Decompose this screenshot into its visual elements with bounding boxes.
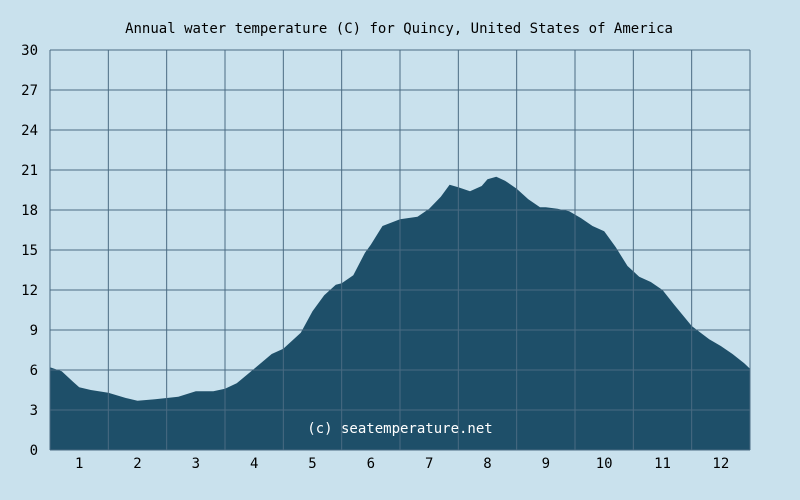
y-tick-label: 18 xyxy=(21,203,38,219)
y-tick-label: 9 xyxy=(30,323,38,339)
x-tick-label: 12 xyxy=(712,456,729,472)
y-tick-label: 12 xyxy=(21,283,38,299)
y-tick-label: 3 xyxy=(30,403,38,419)
y-tick-label: 30 xyxy=(21,43,38,59)
x-tick-label: 6 xyxy=(367,456,375,472)
x-tick-label: 11 xyxy=(654,456,671,472)
x-tick-label: 3 xyxy=(192,456,200,472)
chart-title: Annual water temperature (C) for Quincy,… xyxy=(125,21,673,37)
y-tick-label: 15 xyxy=(21,243,38,259)
x-tick-label: 8 xyxy=(483,456,491,472)
y-tick-label: 27 xyxy=(21,83,38,99)
x-tick-label: 7 xyxy=(425,456,433,472)
y-tick-label: 0 xyxy=(30,443,38,459)
x-tick-label: 1 xyxy=(75,456,83,472)
y-tick-label: 21 xyxy=(21,163,38,179)
x-tick-label: 5 xyxy=(308,456,316,472)
y-tick-label: 24 xyxy=(21,123,38,139)
watermark: (c) seatemperature.net xyxy=(307,421,492,437)
x-tick-label: 10 xyxy=(596,456,613,472)
x-tick-label: 4 xyxy=(250,456,258,472)
y-tick-label: 6 xyxy=(30,363,38,379)
x-tick-label: 2 xyxy=(133,456,141,472)
x-tick-label: 9 xyxy=(542,456,550,472)
